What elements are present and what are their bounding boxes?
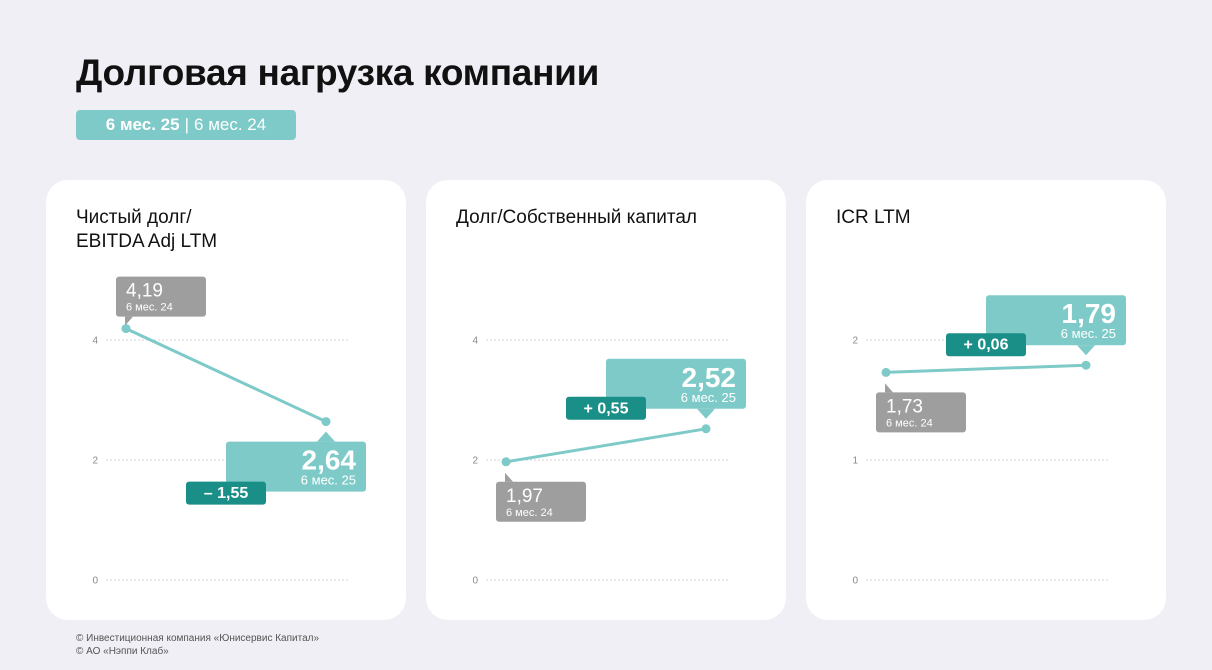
y-tick-label: 4 bbox=[92, 336, 98, 347]
delta-label: + 0,55 bbox=[584, 400, 629, 417]
data-label-current: 2,52 bbox=[682, 362, 737, 393]
callout-pointer bbox=[505, 472, 513, 482]
callout-period-current: 6 мес. 25 bbox=[1061, 326, 1116, 341]
data-point-previous bbox=[881, 367, 891, 377]
footer-copyright-2: © АО «Нэппи Клаб» bbox=[76, 646, 169, 657]
data-label-previous: 4,19 bbox=[126, 281, 163, 302]
data-label-previous: 1,73 bbox=[886, 396, 923, 417]
data-point-previous bbox=[501, 457, 511, 467]
y-tick-label: 2 bbox=[472, 456, 478, 467]
delta-label: + 0,06 bbox=[964, 337, 1009, 354]
y-tick-label: 2 bbox=[852, 336, 858, 347]
data-point-current bbox=[321, 417, 331, 427]
callout-pointer bbox=[1077, 345, 1095, 356]
delta-badge bbox=[566, 396, 646, 420]
callout-period-previous: 6 мес. 24 bbox=[506, 507, 553, 519]
callout-period-previous: 6 мес. 24 bbox=[126, 302, 173, 314]
footer: © Инвестиционная компания «Юнисервис Кап… bbox=[76, 632, 319, 658]
series-line bbox=[884, 363, 1088, 374]
callout-pointer bbox=[885, 383, 893, 393]
callout-previous-box bbox=[496, 481, 586, 522]
delta-badge bbox=[946, 333, 1026, 357]
callout-previous-box bbox=[116, 276, 206, 317]
y-tick-label: 0 bbox=[472, 576, 478, 587]
chart-title: Долг/Собственный капитал bbox=[456, 207, 698, 228]
period-badge: 6 мес. 25 | 6 мес. 24 bbox=[76, 110, 296, 140]
chart-card-icr: ICR LTM 0 1 2 1,73 6 мес. 24 1,79 6 мес. 25 + 0… bbox=[806, 180, 1166, 620]
chart-icr: 0 1 2 1,736 мес. 24 1,796 мес. 25 + 0,06 bbox=[852, 295, 1126, 587]
page-title: Долговая нагрузка компании bbox=[76, 52, 600, 93]
series-line bbox=[504, 427, 708, 464]
y-tick-label: 0 bbox=[92, 576, 98, 587]
callout-pointer bbox=[317, 431, 335, 442]
chart-debt-equity: 0 2 4 1,976 мес. 24 2,526 мес. 25 + 0,55 bbox=[472, 336, 746, 587]
data-label-previous: 1,97 bbox=[506, 486, 543, 507]
series-line bbox=[124, 327, 328, 424]
y-tick-label: 1 bbox=[852, 456, 858, 467]
callout-current-box bbox=[226, 441, 366, 492]
callout-period-current: 6 мес. 25 bbox=[681, 390, 736, 405]
footer-copyright-1: © Инвестиционная компания «Юнисервис Кап… bbox=[76, 633, 320, 644]
y-tick-label: 2 bbox=[92, 456, 98, 467]
chart-title: Чистый долг/ EBITDA Adj LTM bbox=[76, 207, 218, 252]
data-point-previous bbox=[121, 324, 131, 334]
data-label-current: 2,64 bbox=[302, 445, 357, 476]
data-point-current bbox=[701, 424, 711, 434]
callout-current-box bbox=[986, 295, 1126, 346]
y-tick-label: 0 bbox=[852, 576, 858, 587]
callout-pointer bbox=[125, 316, 133, 326]
data-point-current bbox=[1081, 360, 1091, 370]
callout-period-current: 6 мес. 25 bbox=[301, 473, 356, 488]
chart-title: ICR LTM bbox=[836, 207, 911, 228]
chart-net-debt-ebitda: 0 2 4 4,196 мес. 24 2,646 мес. 25 – 1,55 bbox=[92, 276, 366, 587]
delta-badge bbox=[186, 481, 266, 505]
data-label-current: 1,79 bbox=[1062, 298, 1117, 329]
y-tick-label: 4 bbox=[472, 336, 478, 347]
delta-label: – 1,55 bbox=[204, 485, 249, 502]
period-previous: 6 мес. 24 bbox=[194, 115, 267, 134]
callout-pointer bbox=[697, 408, 715, 419]
period-current: 6 мес. 25 bbox=[105, 115, 180, 134]
chart-card-net-debt-ebitda: Чистый долг/ EBITDA Adj LTM 0 2 4 4,19 6 мес… bbox=[46, 180, 406, 620]
callout-previous-box bbox=[876, 392, 966, 433]
callout-current-box bbox=[606, 358, 746, 409]
period-separator: | bbox=[184, 115, 190, 134]
callout-period-previous: 6 мес. 24 bbox=[886, 417, 933, 429]
chart-card-debt-equity: Долг/Собственный капитал 0 2 4 1,97 6 мес. 2… bbox=[426, 180, 786, 620]
